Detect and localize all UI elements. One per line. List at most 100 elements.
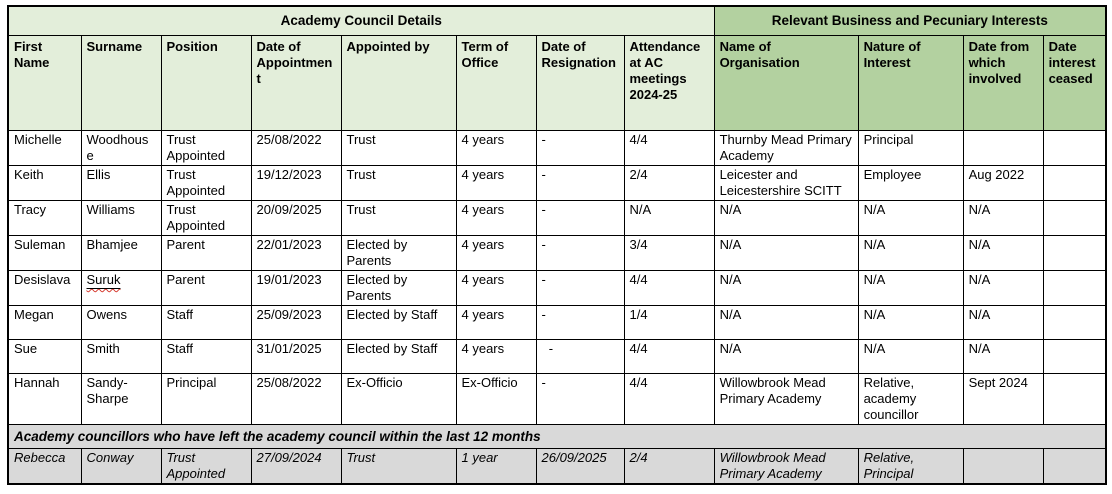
cell-term-of-office: 4 years (455, 339, 537, 374)
cell-date-of-resignation: 26/09/2025 (535, 448, 625, 485)
cell-term-of-office: 4 years (455, 165, 537, 201)
cell-position: Principal (160, 373, 252, 425)
cell-organisation: N/A (713, 339, 859, 374)
cell-term-of-office: 4 years (455, 130, 537, 166)
cell-date-interest-ceased (1042, 235, 1107, 271)
table-row: Rebecca Conway Trust Appointed 27/09/2024 Tr… (7, 448, 1107, 485)
cell-date-interest-ceased (1042, 200, 1107, 236)
cell-surname: Williams (80, 200, 162, 236)
cell-position: Trust Appointed (160, 165, 252, 201)
column-header-row: First Name Surname Position Date of Appo… (7, 35, 1107, 131)
cell-surname: Woodhouse (80, 130, 162, 166)
cell-attendance: 2/4 (623, 165, 715, 201)
cell-date-of-resignation: - (535, 165, 625, 201)
cell-date-of-appointment: 19/12/2023 (250, 165, 342, 201)
cell-nature-of-interest: N/A (857, 270, 964, 306)
cell-attendance: N/A (623, 200, 715, 236)
spellchecked-word: Suruk (87, 272, 121, 287)
cell-attendance: 2/4 (623, 448, 715, 485)
cell-organisation: N/A (713, 200, 859, 236)
cell-date-of-appointment: 25/08/2022 (250, 373, 342, 425)
cell-attendance: 4/4 (623, 339, 715, 374)
cell-term-of-office: 4 years (455, 200, 537, 236)
cell-date-from-which-involved (962, 448, 1044, 485)
cell-appointed-by: Elected by Staff (340, 305, 457, 340)
cell-organisation: Willowbrook Mead Primary Academy (713, 373, 859, 425)
cell-organisation: N/A (713, 270, 859, 306)
cell-first-name: Rebecca (7, 448, 82, 485)
table-row: Sue Smith Staff 31/01/2025 Elected by Staff 4… (7, 339, 1107, 374)
cell-date-from-which-involved: Sept 2024 (962, 373, 1044, 425)
cell-surname: Ellis (80, 165, 162, 201)
cell-position: Trust Appointed (160, 200, 252, 236)
column-header-term-of-office: Term of Office (455, 35, 537, 131)
cell-first-name: Keith (7, 165, 82, 201)
cell-date-from-which-involved: N/A (962, 339, 1044, 374)
underlined-word: Suruk (86, 272, 121, 287)
cell-date-of-appointment: 27/09/2024 (250, 448, 342, 485)
cell-attendance: 1/4 (623, 305, 715, 340)
leavers-section-header-row: Academy councillors who have left the ac… (7, 424, 1107, 449)
cell-date-from-which-involved: N/A (962, 270, 1044, 306)
cell-date-interest-ceased (1042, 339, 1107, 374)
cell-first-name: Tracy (7, 200, 82, 236)
cell-date-from-which-involved (962, 130, 1044, 166)
cell-nature-of-interest: Employee (857, 165, 964, 201)
cell-nature-of-interest: N/A (857, 305, 964, 340)
academy-council-table: Academy Council Details Relevant Busines… (7, 5, 1108, 485)
table-row: Hannah Sandy-Sharpe Principal 25/08/2022 Ex-… (7, 373, 1107, 425)
table-body: Michelle Woodhouse Trust Appointed 25/08/20… (7, 130, 1107, 485)
table-row: Suleman Bhamjee Parent 22/01/2023 Elected by… (7, 235, 1107, 271)
cell-attendance: 3/4 (623, 235, 715, 271)
cell-date-of-resignation: - (535, 235, 625, 271)
cell-date-of-appointment: 31/01/2025 (250, 339, 342, 374)
cell-position: Staff (160, 339, 252, 374)
cell-nature-of-interest: Relative, academy councillor (857, 373, 964, 425)
table-row: Desislava Suruk Parent 19/01/2023 Elected by… (7, 270, 1107, 306)
cell-appointed-by: Trust (340, 200, 457, 236)
section-title-relevant-business-pecuniary-interests: Relevant Business and Pecuniary Interest… (713, 5, 1107, 36)
cell-surname: Owens (80, 305, 162, 340)
column-header-appointed-by: Appointed by (340, 35, 457, 131)
section-title-academy-council-details: Academy Council Details (7, 5, 715, 36)
cell-date-of-resignation: - (535, 339, 625, 374)
cell-nature-of-interest: Principal (857, 130, 964, 166)
cell-date-of-resignation: - (535, 200, 625, 236)
cell-surname: Sandy-Sharpe (80, 373, 162, 425)
cell-term-of-office: 4 years (455, 235, 537, 271)
column-header-date-of-appointment: Date of Appointment (250, 35, 342, 131)
table-row: Tracy Williams Trust Appointed 20/09/2025 Tr… (7, 200, 1107, 236)
cell-date-interest-ceased (1042, 305, 1107, 340)
cell-position: Trust Appointed (160, 130, 252, 166)
cell-attendance: 4/4 (623, 130, 715, 166)
cell-date-of-appointment: 25/08/2022 (250, 130, 342, 166)
column-header-position: Position (160, 35, 252, 131)
cell-date-from-which-involved: N/A (962, 305, 1044, 340)
cell-organisation: Thurnby Mead Primary Academy (713, 130, 859, 166)
cell-date-from-which-involved: Aug 2022 (962, 165, 1044, 201)
cell-organisation: Willowbrook Mead Primary Academy (713, 448, 859, 485)
column-header-name-of-organisation: Name of Organisation (713, 35, 859, 131)
cell-first-name: Michelle (7, 130, 82, 166)
column-header-date-of-resignation: Date of Resignation (535, 35, 625, 131)
cell-appointed-by: Trust (340, 165, 457, 201)
cell-date-of-appointment: 19/01/2023 (250, 270, 342, 306)
cell-appointed-by: Elected by Parents (340, 235, 457, 271)
table-row: Michelle Woodhouse Trust Appointed 25/08/20… (7, 130, 1107, 166)
cell-date-of-resignation: - (535, 130, 625, 166)
cell-date-interest-ceased (1042, 270, 1107, 306)
column-header-surname: Surname (80, 35, 162, 131)
cell-date-interest-ceased (1042, 448, 1107, 485)
cell-first-name: Sue (7, 339, 82, 374)
cell-position: Staff (160, 305, 252, 340)
cell-appointed-by: Elected by Parents (340, 270, 457, 306)
cell-date-of-resignation: - (535, 305, 625, 340)
cell-appointed-by: Trust (340, 130, 457, 166)
cell-organisation: Leicester and Leicestershire SCITT (713, 165, 859, 201)
column-header-first-name: First Name (7, 35, 82, 131)
cell-surname: Suruk (80, 270, 162, 306)
cell-position: Parent (160, 270, 252, 306)
cell-date-of-resignation: - (535, 373, 625, 425)
cell-date-interest-ceased (1042, 165, 1107, 201)
